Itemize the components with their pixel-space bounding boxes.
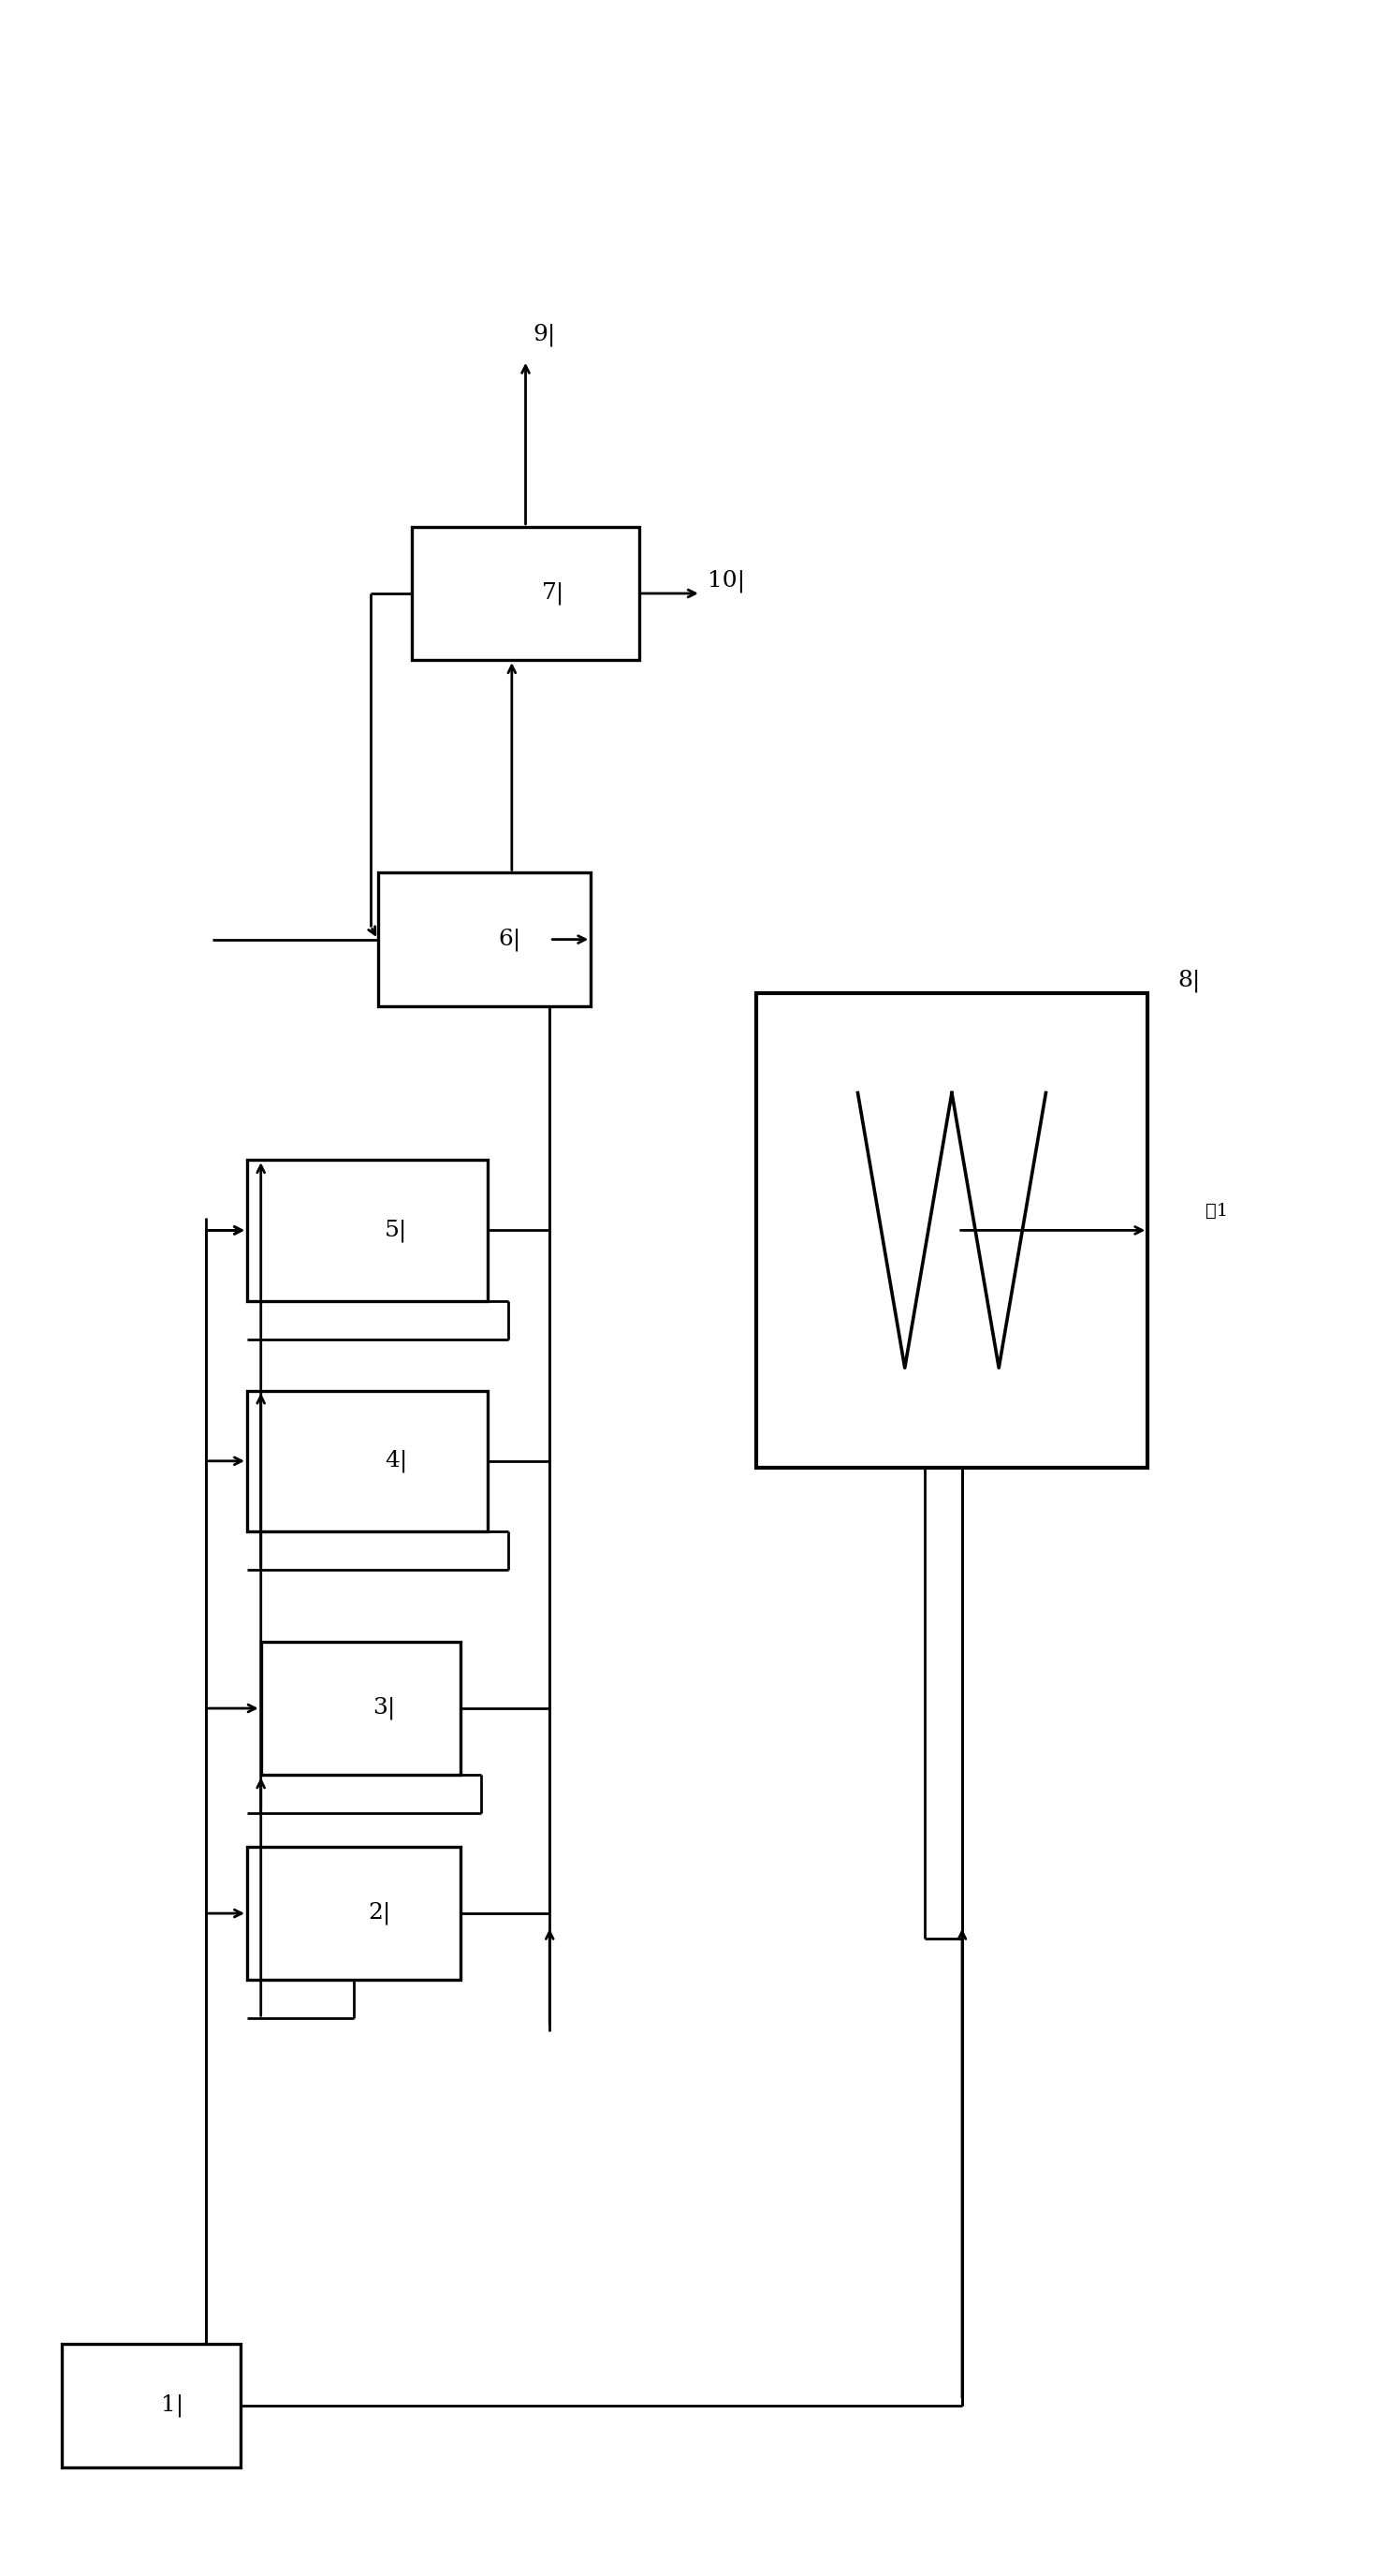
Text: 5|: 5| bbox=[384, 1218, 408, 1242]
Text: 9|: 9| bbox=[533, 322, 555, 345]
Text: 图1: 图1 bbox=[1205, 1203, 1228, 1218]
Text: 2|: 2| bbox=[368, 1901, 390, 1924]
Bar bbox=[247, 1391, 487, 1533]
Text: 8|: 8| bbox=[1178, 969, 1201, 992]
Text: 6|: 6| bbox=[498, 927, 522, 951]
Bar bbox=[247, 1847, 461, 1981]
Bar bbox=[412, 526, 638, 659]
Bar bbox=[261, 1641, 461, 1775]
Bar bbox=[756, 994, 1148, 1468]
Text: 1|: 1| bbox=[161, 2393, 183, 2416]
Text: 3|: 3| bbox=[373, 1698, 396, 1721]
Bar bbox=[247, 1159, 487, 1301]
Text: 10|: 10| bbox=[708, 569, 745, 592]
Bar bbox=[378, 873, 591, 1007]
Text: 4|: 4| bbox=[384, 1450, 408, 1473]
Bar bbox=[61, 2344, 240, 2468]
Text: 7|: 7| bbox=[541, 582, 564, 605]
